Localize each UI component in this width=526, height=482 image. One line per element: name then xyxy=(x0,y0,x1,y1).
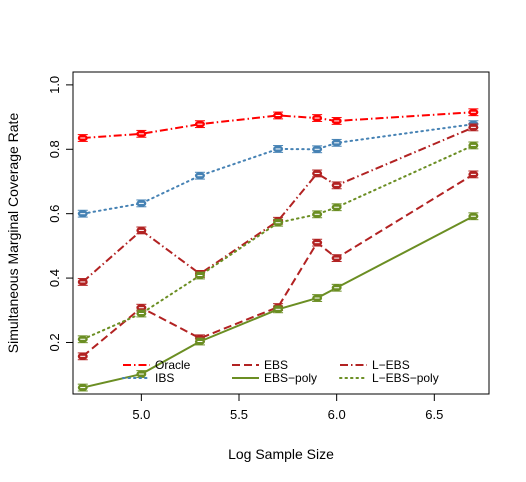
legend-label: L−EBS xyxy=(372,358,410,372)
y-tick-label: 0.6 xyxy=(47,205,62,223)
legend-label: EBS−poly xyxy=(264,371,317,385)
x-tick-label: 5.0 xyxy=(132,407,150,422)
data-point xyxy=(468,212,479,221)
data-point xyxy=(312,114,323,122)
data-point xyxy=(77,278,88,286)
data-point xyxy=(312,145,323,154)
data-point xyxy=(136,370,147,378)
data-point xyxy=(136,226,147,235)
data-point xyxy=(312,169,323,178)
data-point xyxy=(468,141,479,150)
legend-label: EBS xyxy=(264,358,288,372)
data-point xyxy=(468,170,479,179)
legend-entry: L−EBS xyxy=(340,358,410,372)
legend-entry: EBS xyxy=(232,358,288,372)
data-point xyxy=(136,309,147,318)
y-axis-label: Simultaneous Marginal Coverage Rate xyxy=(5,113,21,354)
x-axis-label: Log Sample Size xyxy=(228,446,334,462)
plot-frame xyxy=(72,71,490,395)
legend-entry: L−EBS−poly xyxy=(339,371,439,385)
legend-entry: Oracle xyxy=(123,358,191,372)
series-l-ebs-poly xyxy=(77,141,479,344)
series-layer xyxy=(77,108,479,392)
data-point xyxy=(331,181,342,190)
data-point xyxy=(194,271,205,280)
data-point xyxy=(312,238,323,247)
data-point xyxy=(331,203,342,212)
data-point xyxy=(312,210,323,219)
legend-entry: EBS−poly xyxy=(232,371,317,385)
data-point xyxy=(468,123,479,132)
data-point xyxy=(331,138,342,147)
legend-label: Oracle xyxy=(155,358,191,372)
x-tick-label: 6.5 xyxy=(425,407,443,422)
legend-label: IBS xyxy=(155,371,174,385)
x-tick-label: 5.5 xyxy=(230,407,248,422)
data-point xyxy=(77,352,88,361)
y-tick-label: 0.8 xyxy=(47,140,62,158)
data-point xyxy=(194,171,205,180)
legend-label: L−EBS−poly xyxy=(372,371,439,385)
data-point xyxy=(273,218,284,227)
series-ebs-poly xyxy=(77,212,479,392)
y-tick-label: 1.0 xyxy=(47,76,62,94)
data-point xyxy=(273,111,284,120)
data-point xyxy=(194,337,205,346)
data-point xyxy=(468,108,479,117)
data-point xyxy=(136,129,147,138)
axes: 5.0 5.5 6.0 6.5 0.2 0.4 0.6 0.8 1.0 xyxy=(47,76,443,422)
series-ebs xyxy=(77,170,479,361)
data-point xyxy=(77,335,88,344)
legend-entry: IBS xyxy=(122,371,174,385)
data-point xyxy=(331,283,342,292)
data-point xyxy=(331,117,342,125)
data-point xyxy=(312,294,323,302)
data-point xyxy=(194,120,205,129)
y-tick-label: 0.4 xyxy=(47,269,62,287)
data-point xyxy=(77,209,88,218)
data-point xyxy=(331,254,342,263)
data-point xyxy=(273,145,284,153)
data-point xyxy=(77,383,88,392)
y-tick-label: 0.2 xyxy=(47,333,62,351)
series-oracle xyxy=(77,108,479,142)
data-point xyxy=(136,199,147,208)
data-point xyxy=(273,305,284,314)
data-point xyxy=(77,134,88,142)
x-tick-label: 6.0 xyxy=(328,407,346,422)
